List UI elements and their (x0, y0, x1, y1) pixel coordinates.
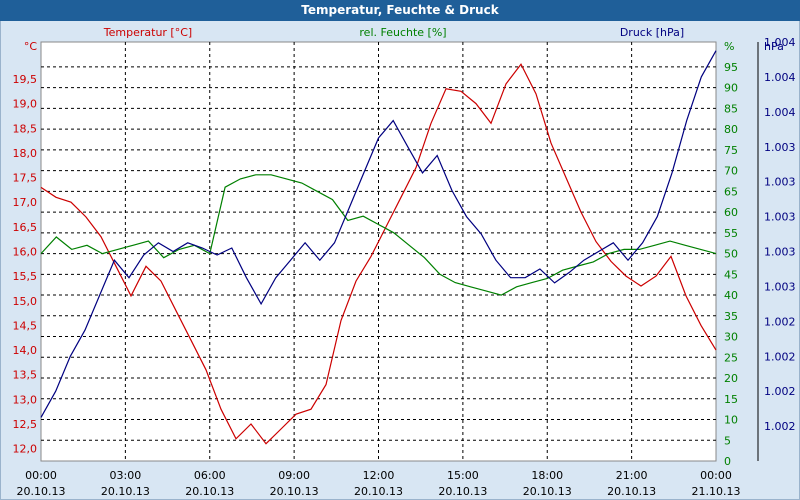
humidity-tick-label: 80 (724, 123, 738, 136)
humidity-tick-label: 70 (724, 165, 738, 178)
humidity-tick-label: 60 (724, 206, 738, 219)
temp-tick-label: 14,0 (13, 344, 38, 357)
x-tick-label: 18:00 (531, 469, 563, 482)
pressure-axis-label: Druck [hPa] (620, 26, 684, 39)
humidity-unit-label: % (724, 40, 734, 53)
pressure-tick-label: 1.003 (764, 211, 796, 224)
series-line-druck (40, 50, 717, 418)
humidity-tick-label: 40 (724, 289, 738, 302)
x-date-label: 21.10.13 (692, 485, 741, 498)
temp-tick-label: 18,0 (13, 147, 38, 160)
series-line-temperatur (40, 63, 717, 445)
humidity-tick-label: 65 (724, 185, 738, 198)
humidity-tick-label: 0 (724, 455, 731, 468)
humidity-tick-label: 5 (724, 434, 731, 447)
chart-title: Temperatur, Feuchte & Druck (0, 0, 800, 21)
humidity-tick-label: 75 (724, 144, 738, 157)
humidity-tick-label: 25 (724, 351, 738, 364)
x-date-label: 20.10.13 (438, 485, 487, 498)
temp-tick-label: 17,5 (13, 172, 38, 185)
pressure-tick-label: 1.002 (764, 385, 796, 398)
x-date-label: 20.10.13 (17, 485, 66, 498)
humidity-tick-label: 10 (724, 414, 738, 427)
temp-tick-label: 15,5 (13, 270, 38, 283)
humidity-tick-label: 35 (724, 310, 738, 323)
temp-axis-label: Temperatur [°C] (103, 26, 192, 39)
x-date-label: 20.10.13 (607, 485, 656, 498)
pressure-tick-label: 1.002 (764, 315, 796, 328)
temp-unit-label: °C (24, 40, 38, 53)
humidity-tick-label: 15 (724, 393, 738, 406)
temp-tick-label: 19,0 (13, 98, 38, 111)
temp-tick-label: 15,0 (13, 295, 38, 308)
pressure-unit-label: hPa (764, 40, 784, 53)
x-tick-label: 12:00 (363, 469, 395, 482)
x-tick-label: 09:00 (278, 469, 310, 482)
x-date-label: 20.10.13 (523, 485, 572, 498)
temp-tick-label: 16,0 (13, 246, 38, 259)
x-tick-label: 00:00 (700, 469, 732, 482)
humidity-tick-label: 55 (724, 227, 738, 240)
humidity-axis-label: rel. Feuchte [%] (359, 26, 446, 39)
humidity-tick-label: 20 (724, 372, 738, 385)
humidity-tick-label: 50 (724, 248, 738, 261)
x-tick-label: 03:00 (110, 469, 142, 482)
x-date-label: 20.10.13 (354, 485, 403, 498)
temp-tick-label: 12,5 (13, 418, 38, 431)
humidity-tick-label: 45 (724, 268, 738, 281)
pressure-tick-label: 1.004 (764, 106, 796, 119)
x-tick-label: 21:00 (616, 469, 648, 482)
x-tick-label: 15:00 (447, 469, 479, 482)
pressure-tick-label: 1.003 (764, 246, 796, 259)
pressure-tick-label: 1.002 (764, 350, 796, 363)
series-group (40, 50, 717, 445)
axes-group: 00:00 20.10.13 03:00 20.10.13 06:00 20.10.13 0… (13, 26, 796, 498)
temp-tick-label: 12,0 (13, 443, 38, 456)
x-tick-label: 06:00 (194, 469, 226, 482)
temp-tick-label: 18,5 (13, 122, 38, 135)
pressure-tick-label: 1.003 (764, 141, 796, 154)
x-date-label: 20.10.13 (101, 485, 150, 498)
temp-tick-label: 16,5 (13, 221, 38, 234)
pressure-tick-label: 1.004 (764, 36, 796, 49)
temp-tick-label: 13,5 (13, 369, 38, 382)
humidity-tick-label: 85 (724, 102, 738, 115)
pressure-tick-label: 1.004 (764, 71, 796, 84)
pressure-tick-label: 1.002 (764, 420, 796, 433)
humidity-tick-label: 30 (724, 331, 738, 344)
grid (41, 42, 716, 461)
x-date-label: 20.10.13 (185, 485, 234, 498)
temp-tick-label: 17,0 (13, 196, 38, 209)
x-date-label: 20.10.13 (270, 485, 319, 498)
humidity-tick-label: 90 (724, 82, 738, 95)
x-tick-label: 00:00 (25, 469, 57, 482)
humidity-tick-label: 95 (724, 61, 738, 74)
temp-tick-label: 13,0 (13, 393, 38, 406)
temp-tick-label: 19,5 (13, 73, 38, 86)
pressure-tick-label: 1.003 (764, 176, 796, 189)
pressure-tick-label: 1.003 (764, 280, 796, 293)
temp-tick-label: 14,5 (13, 319, 38, 332)
